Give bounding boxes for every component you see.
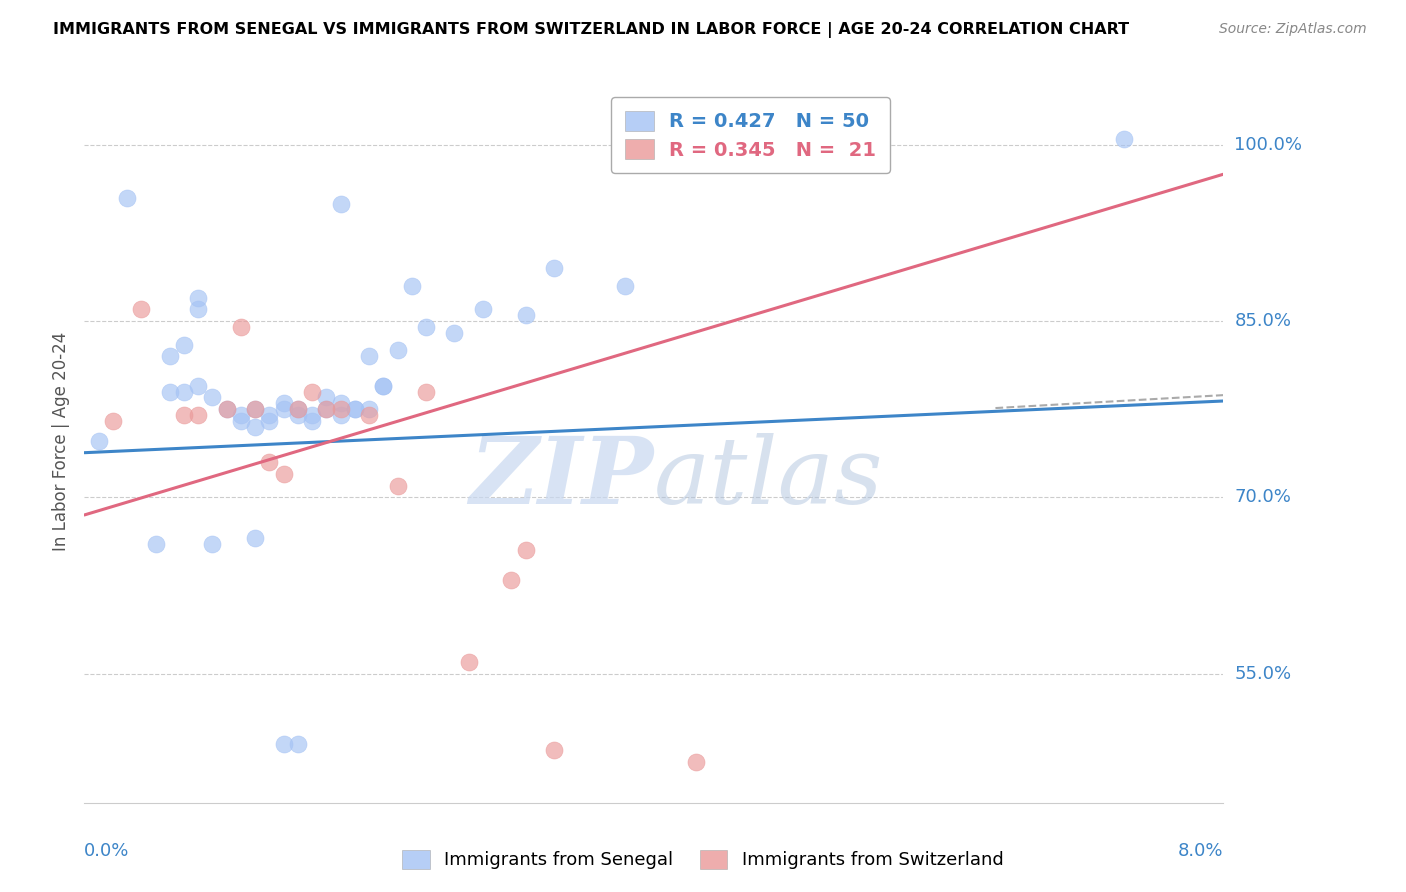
Point	[229, 320, 252, 334]
Point	[329, 396, 352, 410]
Point	[387, 343, 409, 358]
Point	[187, 408, 209, 422]
Point	[187, 291, 209, 305]
Point	[329, 196, 352, 211]
Point	[301, 408, 323, 422]
Point	[159, 350, 181, 364]
Point	[159, 384, 181, 399]
Point	[101, 414, 124, 428]
Point	[201, 391, 224, 405]
Text: IMMIGRANTS FROM SENEGAL VS IMMIGRANTS FROM SWITZERLAND IN LABOR FORCE | AGE 20-2: IMMIGRANTS FROM SENEGAL VS IMMIGRANTS FR…	[53, 22, 1129, 38]
Point	[273, 737, 295, 751]
Text: ZIP: ZIP	[470, 433, 654, 523]
Point	[245, 402, 267, 417]
Point	[315, 402, 337, 417]
Point	[543, 743, 565, 757]
Text: 70.0%: 70.0%	[1234, 488, 1291, 507]
Point	[215, 402, 238, 417]
Point	[287, 402, 309, 417]
Point	[215, 402, 238, 417]
Point	[515, 308, 537, 322]
Point	[443, 326, 465, 340]
Y-axis label: In Labor Force | Age 20-24: In Labor Force | Age 20-24	[52, 332, 70, 551]
Point	[245, 402, 267, 417]
Point	[415, 384, 437, 399]
Point	[173, 408, 195, 422]
Point	[373, 378, 395, 392]
Point	[273, 467, 295, 481]
Point	[131, 302, 153, 317]
Point	[700, 132, 723, 146]
Point	[315, 402, 337, 417]
Point	[343, 402, 366, 417]
Point	[273, 396, 295, 410]
Point	[145, 537, 167, 551]
Point	[173, 337, 195, 351]
Legend: R = 0.427   N = 50, R = 0.345   N =  21: R = 0.427 N = 50, R = 0.345 N = 21	[612, 97, 890, 173]
Point	[359, 402, 381, 417]
Point	[245, 420, 267, 434]
Point	[301, 414, 323, 428]
Point	[187, 302, 209, 317]
Point	[685, 755, 707, 769]
Point	[301, 384, 323, 399]
Text: Source: ZipAtlas.com: Source: ZipAtlas.com	[1219, 22, 1367, 37]
Point	[501, 573, 523, 587]
Point	[1112, 132, 1135, 146]
Point	[287, 402, 309, 417]
Point	[287, 408, 309, 422]
Point	[259, 414, 281, 428]
Point	[543, 261, 565, 276]
Point	[273, 402, 295, 417]
Point	[329, 402, 352, 417]
Text: atlas: atlas	[654, 433, 883, 523]
Point	[515, 543, 537, 558]
Text: 0.0%: 0.0%	[84, 842, 129, 860]
Point	[671, 126, 693, 140]
Text: 8.0%: 8.0%	[1178, 842, 1223, 860]
Legend: Immigrants from Senegal, Immigrants from Switzerland: Immigrants from Senegal, Immigrants from…	[394, 841, 1012, 879]
Point	[315, 391, 337, 405]
Point	[173, 384, 195, 399]
Point	[343, 402, 366, 417]
Point	[201, 537, 224, 551]
Point	[245, 532, 267, 546]
Point	[373, 378, 395, 392]
Point	[401, 278, 423, 293]
Point	[229, 408, 252, 422]
Point	[287, 737, 309, 751]
Text: 100.0%: 100.0%	[1234, 136, 1302, 154]
Point	[472, 302, 495, 317]
Point	[115, 191, 138, 205]
Point	[415, 320, 437, 334]
Point	[229, 414, 252, 428]
Point	[387, 478, 409, 492]
Point	[359, 408, 381, 422]
Point	[87, 434, 110, 448]
Text: 55.0%: 55.0%	[1234, 665, 1292, 682]
Point	[457, 655, 479, 669]
Point	[187, 378, 209, 392]
Point	[614, 278, 637, 293]
Point	[259, 455, 281, 469]
Point	[359, 350, 381, 364]
Point	[259, 408, 281, 422]
Text: 85.0%: 85.0%	[1234, 312, 1291, 330]
Point	[329, 408, 352, 422]
